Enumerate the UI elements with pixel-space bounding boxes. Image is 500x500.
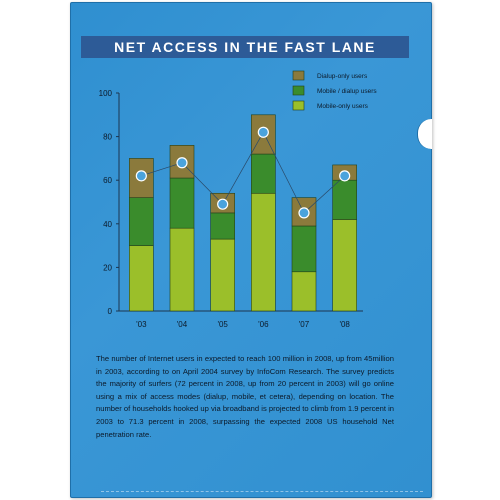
trend-marker — [217, 198, 229, 210]
y-tick-label: 0 — [108, 307, 113, 316]
x-tick-label: '04 — [177, 320, 188, 329]
legend-swatch — [292, 100, 305, 111]
bar-segment-mobile-only — [129, 245, 154, 312]
x-tick-label: '08 — [339, 320, 350, 329]
y-tick-label: 80 — [103, 133, 112, 142]
bar-segment-mobile-only — [291, 271, 317, 312]
bar-segment-mobile-dialup — [169, 177, 195, 229]
bar-segment-mobile-only — [210, 238, 235, 312]
trend-marker — [135, 170, 147, 182]
bar-segment-mobile-only — [332, 219, 357, 312]
trend-marker — [339, 170, 351, 182]
y-tick-label: 100 — [99, 89, 113, 98]
bar-segment-mobile-dialup — [251, 153, 276, 194]
x-tick-label: '06 — [258, 320, 269, 329]
chart-title: NET ACCESS IN THE FAST LANE — [81, 36, 409, 58]
folder-bottom-edge — [101, 491, 423, 495]
x-tick-label: '07 — [299, 320, 310, 329]
folder-notch — [417, 119, 432, 149]
legend-swatch — [292, 85, 305, 96]
bar-segment-mobile-only — [169, 227, 195, 312]
x-tick-label: '05 — [217, 320, 228, 329]
legend-label: Mobile-only users — [317, 103, 369, 110]
legend-swatch — [292, 70, 305, 81]
y-tick-label: 40 — [103, 220, 112, 229]
chart-caption: The number of Internet users in expected… — [96, 354, 394, 439]
bar-segment-mobile-only — [251, 192, 276, 312]
trend-marker — [176, 157, 188, 169]
bar-segment-mobile-dialup — [291, 225, 317, 273]
y-tick-label: 20 — [103, 263, 112, 272]
legend-label: Mobile / dialup users — [317, 88, 377, 95]
bar-segment-mobile-dialup — [129, 197, 154, 246]
document-folder: NET ACCESS IN THE FAST LANE 0 20 40 60 80 100… — [70, 2, 432, 498]
trend-marker — [257, 126, 269, 138]
bar-segment-mobile-dialup — [332, 179, 357, 220]
stacked-bar-chart: 0 20 40 60 80 100 '03 '04 '05 '06 '07 '08 Dialup-onl… — [99, 70, 377, 329]
trend-marker — [298, 207, 310, 219]
legend-label: Dialup-only users — [317, 73, 368, 80]
x-tick-label: '03 — [136, 320, 147, 329]
bar-segment-mobile-dialup — [210, 212, 235, 240]
trend-line — [141, 131, 345, 214]
y-tick-label: 60 — [103, 176, 112, 185]
